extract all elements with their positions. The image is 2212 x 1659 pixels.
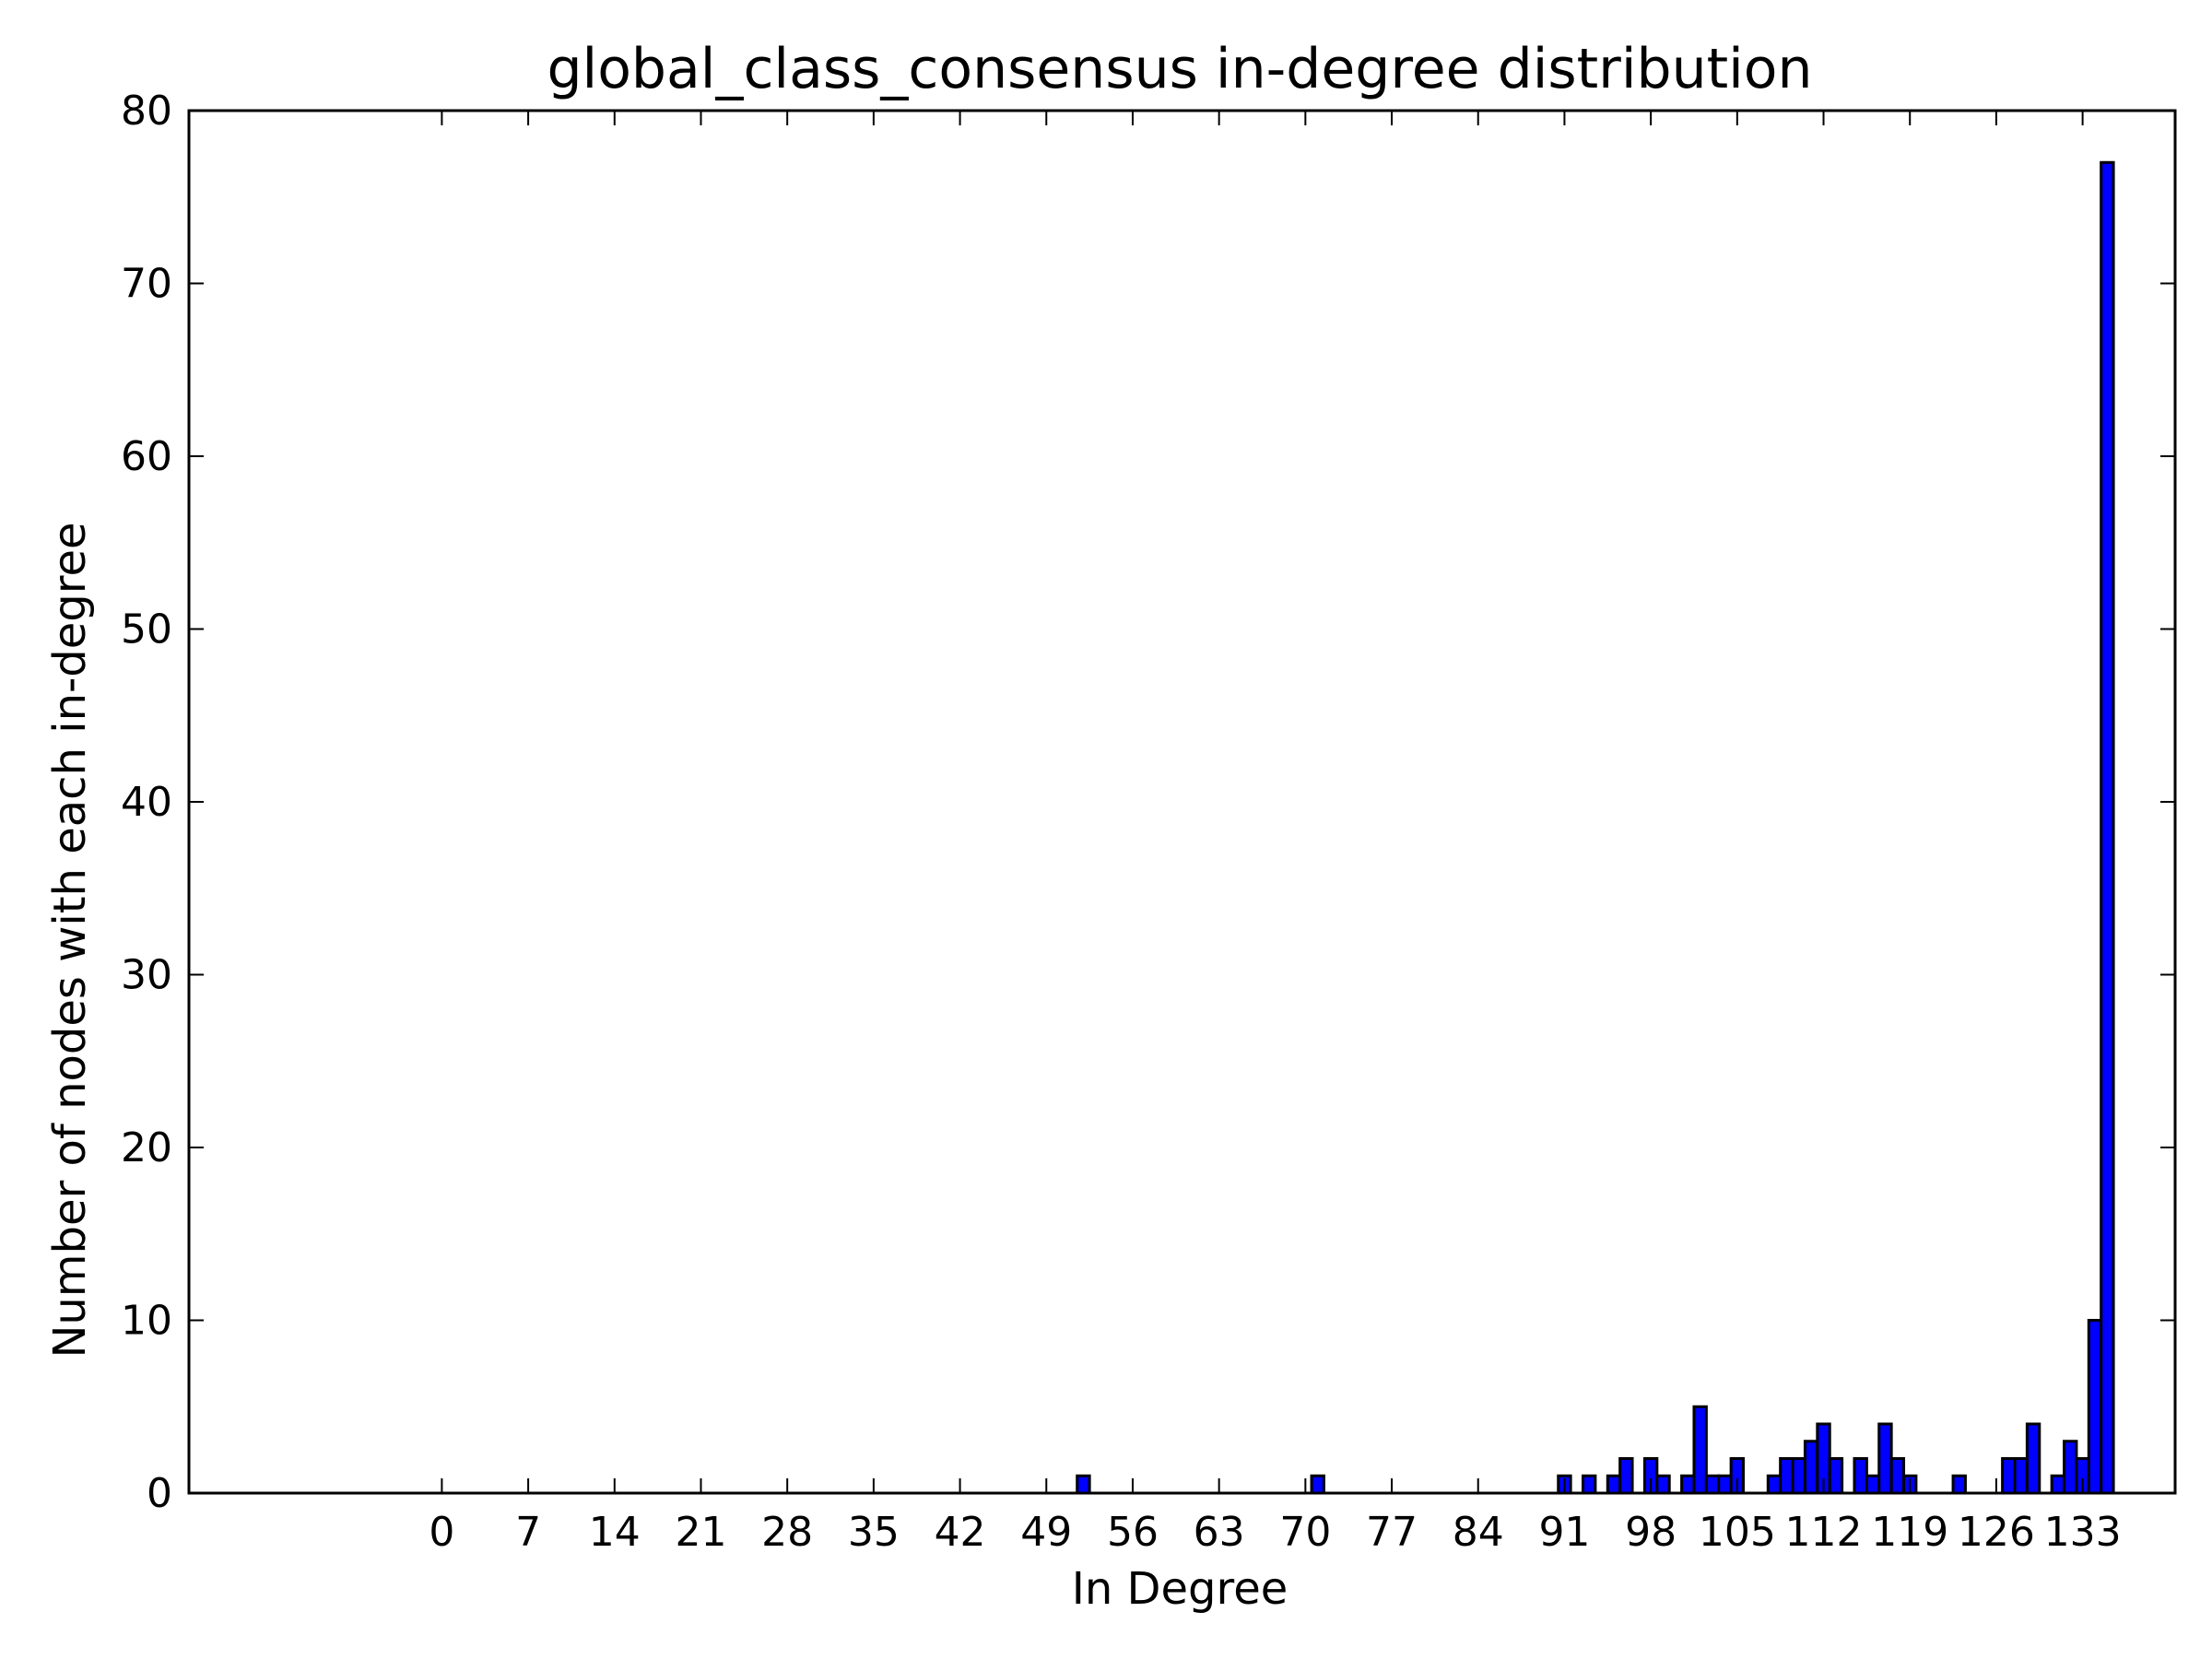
- x-tick-label: 133: [2044, 1509, 2122, 1556]
- bar: [2050, 1474, 2066, 1495]
- y-axis-label: Number of nodes with each in-degree: [44, 522, 96, 1358]
- y-tick-label: 80: [121, 88, 172, 135]
- bar: [2013, 1457, 2029, 1495]
- bar: [1618, 1457, 1634, 1495]
- x-axis-ticks: 0 7 14 21 28 35 42 49 56 63 70 77 84 91 98 105 112 119 126…: [429, 111, 2122, 1556]
- bar: [1680, 1474, 1696, 1495]
- bar: [1766, 1474, 1783, 1495]
- y-tick-label: 60: [121, 433, 172, 480]
- x-tick-label: 77: [1366, 1509, 1418, 1556]
- bar: [1692, 1405, 1708, 1495]
- x-tick-label: 56: [1107, 1509, 1159, 1556]
- bar: [1865, 1474, 1881, 1495]
- x-tick-label: 35: [848, 1509, 900, 1556]
- x-tick-label: 98: [1625, 1509, 1677, 1556]
- x-tick-label: 63: [1194, 1509, 1245, 1556]
- bar: [2100, 160, 2115, 1495]
- bar: [1853, 1457, 1868, 1495]
- chart-title: global_class_consensus in-degree distrib…: [547, 37, 1812, 101]
- y-tick-label: 70: [121, 261, 172, 308]
- x-axis-label: In Degree: [1072, 1563, 1288, 1615]
- y-axis-ticks: 0 10 20 30 40 50 60 70 80: [121, 88, 2175, 1517]
- bar: [1582, 1474, 1597, 1495]
- bar: [1791, 1457, 1806, 1495]
- x-tick-label: 0: [429, 1509, 454, 1556]
- bar: [2025, 1422, 2041, 1495]
- y-tick-label: 10: [121, 1298, 172, 1345]
- bar: [1889, 1457, 1906, 1495]
- bar: [2063, 1440, 2078, 1495]
- x-tick-label: 91: [1538, 1509, 1590, 1556]
- y-tick-label: 0: [147, 1470, 172, 1517]
- bar: [1076, 1474, 1091, 1495]
- bar: [1704, 1474, 1721, 1495]
- bar: [2087, 1319, 2103, 1495]
- x-tick-label: 7: [515, 1509, 541, 1556]
- bar: [1606, 1474, 1622, 1495]
- y-tick-label: 50: [121, 606, 172, 653]
- x-tick-label: 70: [1279, 1509, 1331, 1556]
- bar: [1877, 1422, 1893, 1495]
- y-tick-label: 20: [121, 1124, 172, 1171]
- plot-frame: [187, 109, 2177, 1495]
- x-tick-label: 112: [1785, 1509, 1863, 1556]
- bar: [1655, 1474, 1671, 1495]
- x-tick-label: 14: [589, 1509, 641, 1556]
- bar: [1779, 1457, 1794, 1495]
- y-tick-label: 30: [121, 952, 172, 999]
- x-tick-label: 21: [675, 1509, 726, 1556]
- x-tick-label: 49: [1020, 1509, 1072, 1556]
- x-tick-label: 119: [1871, 1509, 1948, 1556]
- bars: [1076, 160, 2115, 1495]
- bar: [1717, 1474, 1733, 1495]
- x-tick-label: 84: [1453, 1509, 1504, 1556]
- y-tick-label: 40: [121, 779, 172, 826]
- bar: [1310, 1474, 1325, 1495]
- bar: [1828, 1457, 1844, 1495]
- x-tick-label: 42: [935, 1509, 986, 1556]
- x-tick-label: 126: [1958, 1509, 2035, 1556]
- x-tick-label: 28: [761, 1509, 813, 1556]
- bar: [1951, 1474, 1967, 1495]
- bar: [1803, 1440, 1819, 1495]
- x-tick-label: 105: [1699, 1509, 1776, 1556]
- bar: [2001, 1457, 2017, 1495]
